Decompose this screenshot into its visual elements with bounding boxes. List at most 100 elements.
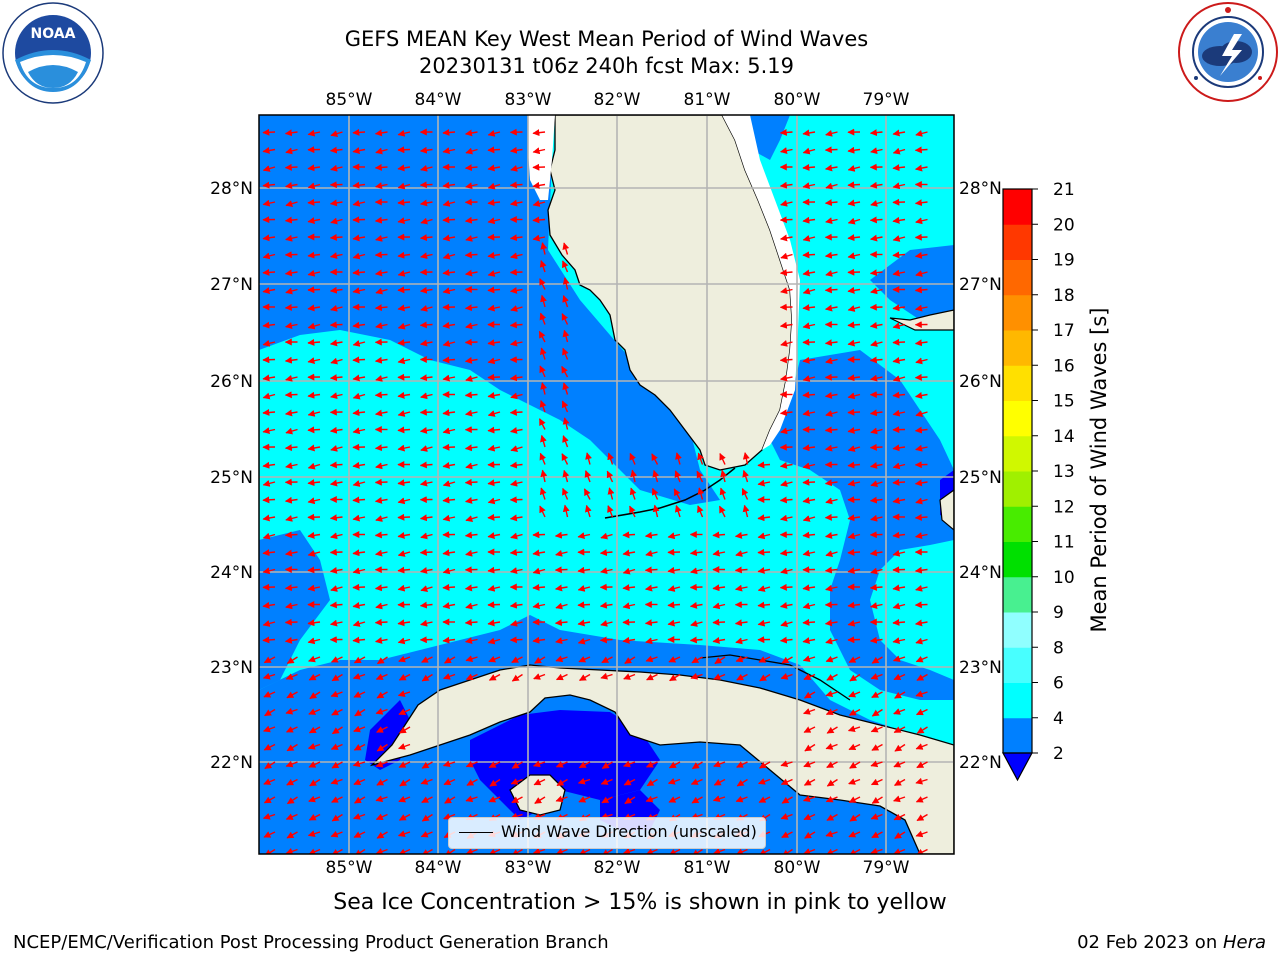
svg-text:NOAA: NOAA [31, 26, 76, 42]
lat-label-left: 23°N [210, 658, 253, 678]
wind-arrow [307, 251, 321, 259]
wind-arrow [352, 549, 366, 557]
wind-arrow [329, 146, 343, 154]
wind-arrow [577, 532, 591, 540]
wind-arrow [465, 182, 478, 190]
colorbar-tick-label: 21 [1053, 180, 1075, 200]
wind-arrow [442, 147, 456, 155]
wind-arrow [915, 584, 928, 592]
wind-arrow [285, 200, 298, 207]
wind-arrow [397, 339, 411, 347]
wind-arrow [539, 505, 546, 518]
wind-arrow [464, 251, 478, 259]
wind-arrow [555, 549, 568, 557]
wind-arrow [606, 470, 614, 483]
wind-arrow [870, 760, 883, 768]
wind-arrow [307, 742, 321, 750]
wind-arrow [712, 584, 726, 592]
wind-arrow [758, 848, 771, 854]
wind-arrow [330, 656, 343, 663]
wind-arrow [697, 452, 704, 465]
wind-arrow [262, 181, 276, 189]
wind-arrow [442, 287, 456, 295]
wind-arrow [374, 251, 388, 259]
wind-arrow [284, 618, 298, 626]
wind-arrow [262, 268, 276, 276]
wind-arrow [465, 462, 478, 470]
lon-label-bottom: 80°W [774, 858, 821, 878]
wind-arrow [802, 129, 816, 137]
wind-arrow [630, 469, 638, 483]
wind-arrow [532, 549, 546, 557]
wind-arrow [780, 760, 793, 768]
wind-arrow [465, 760, 478, 768]
wind-arrow [532, 129, 546, 137]
wind-arrow [825, 182, 838, 190]
wind-arrow [442, 636, 456, 644]
wind-arrow [667, 601, 681, 609]
wind-arrow [622, 636, 636, 644]
wind-arrow [509, 514, 523, 522]
wind-arrow [397, 322, 411, 330]
wind-arrow [802, 655, 816, 663]
wind-arrow [869, 409, 883, 417]
wind-arrow [419, 514, 433, 522]
wind-arrow [780, 602, 793, 609]
wind-arrow [262, 532, 276, 540]
wind-arrow [374, 584, 388, 592]
wind-arrow [464, 444, 478, 452]
wind-arrow [779, 409, 793, 417]
wind-arrow [869, 181, 883, 189]
wind-arrow [397, 269, 411, 277]
wind-arrow [757, 548, 771, 556]
wind-arrow [826, 673, 838, 681]
wind-arrow [826, 761, 838, 769]
wind-arrow [398, 708, 411, 715]
wind-arrow [825, 164, 838, 172]
wind-arrow [285, 409, 298, 417]
wind-arrow [330, 217, 343, 225]
wind-arrow [689, 549, 703, 557]
wind-arrow [442, 269, 456, 277]
wind-arrow [914, 199, 928, 207]
wind-arrow [309, 778, 321, 787]
wind-arrow [330, 479, 343, 487]
wind-arrow [509, 408, 523, 416]
florida-keys-outline [604, 467, 736, 519]
wind-arrow [487, 637, 501, 645]
wind-arrow [757, 514, 771, 522]
wind-arrow [538, 418, 546, 430]
wind-arrow [329, 286, 343, 294]
wind-arrow [307, 584, 321, 592]
wind-arrow [870, 778, 883, 786]
wind-arrow [561, 400, 569, 413]
wind-arrow [599, 636, 613, 644]
lon-label-top: 82°W [594, 90, 641, 110]
wind-arrow [892, 147, 906, 155]
wind-wave-arrows [262, 128, 928, 854]
wind-arrow [488, 761, 501, 769]
wind-arrow [539, 365, 546, 378]
coastal-mask-east [722, 115, 800, 450]
wind-arrow [510, 567, 523, 575]
wind-arrow [374, 356, 388, 364]
wind-arrow [720, 469, 728, 483]
wind-arrow [464, 584, 478, 592]
wind-arrow [331, 813, 343, 822]
wind-arrow [622, 567, 636, 575]
wind-arrow [915, 357, 928, 365]
wind-arrow [622, 602, 636, 610]
wind-arrow [914, 479, 928, 487]
wind-arrow [893, 778, 906, 787]
wind-arrow [869, 583, 883, 591]
wind-arrow [713, 673, 726, 680]
wind-arrow [352, 760, 366, 768]
wind-arrow [420, 445, 433, 452]
wind-arrow [562, 382, 570, 395]
wind-arrow [562, 504, 570, 518]
wind-arrow [540, 382, 548, 395]
wind-arrow [847, 339, 861, 347]
wind-arrow [398, 726, 411, 734]
colorbar-segment [1003, 259, 1032, 296]
wind-arrow [824, 339, 838, 347]
